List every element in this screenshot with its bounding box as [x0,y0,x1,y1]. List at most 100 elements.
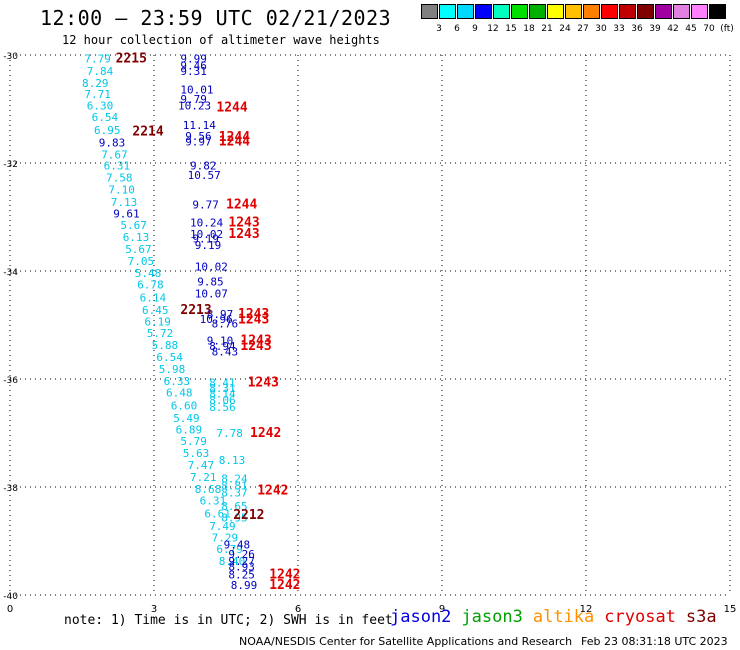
track-pass-label: 2212 [233,508,264,523]
color-scale-label: 12 [487,24,499,34]
color-scale-label: 24 [559,24,571,34]
wave-height-value: 9.85 [197,276,224,289]
legend-cryosat: cryosat [604,607,676,627]
y-tick-label: -36 [3,376,18,386]
wave-height-value: 7.29 [212,532,239,545]
x-tick-label: 3 [151,604,157,615]
wave-height-value: 5.49 [173,412,200,425]
wave-height-value: 7.21 [190,471,217,484]
wave-height-value: 9.19 [195,239,222,252]
wave-height-value: 7.58 [106,172,133,185]
y-tick-label: -30 [3,52,18,62]
track-pass-label: 1243 [238,307,269,322]
color-scale-swatch [583,4,600,19]
track-pass-label: 1243 [240,339,271,354]
color-scale-label: 36 [631,24,643,34]
wave-height-value: 8.56 [209,401,236,414]
y-tick-label: -40 [3,592,18,602]
wave-height-value: 6.54 [92,111,119,124]
color-scale-label: 18 [523,24,535,34]
wave-height-value: 7.79 [84,53,111,66]
color-scale-label: 6 [454,24,460,34]
y-tick-label: -34 [3,268,18,278]
wave-height-value: 5.67 [125,243,152,256]
track-pass-label: 1244 [219,134,250,149]
color-scale-label: 3 [436,24,442,34]
wave-height-value: 9.27 [228,555,255,568]
wave-height-value: 8.43 [212,345,239,358]
wave-height-value: 10.01 [180,83,213,96]
wave-height-value: 9.48 [224,539,251,552]
color-scale-label: 9 [472,24,478,34]
x-tick-label: 6 [295,604,301,615]
track-pass-label: 1242 [250,426,281,441]
color-scale-swatch [493,4,510,19]
track-pass-label: 1242 [269,567,300,582]
wave-height-value: 6.31 [104,160,131,173]
wave-height-value: 6.61 [204,507,231,520]
color-scale-label: 15 [505,24,517,34]
color-scale-swatch [565,4,582,19]
footer-date: Feb 23 08:31:18 UTC 2023 [581,635,728,648]
track-pass-label: 1243 [228,227,259,242]
wave-height-value: 8.93 [228,560,255,573]
wave-height-value: 8.14 [209,388,236,401]
wave-height-value: 6.78 [137,278,164,291]
track-pass-label: 2213 [180,303,211,318]
wave-height-value: 9.82 [190,160,217,173]
track-pass-label: 1243 [238,313,269,328]
wave-height-value: 10.02 [195,261,228,274]
color-scale-swatch [511,4,528,19]
color-scale-swatch [673,4,690,19]
wave-height-value: 8.29 [82,77,109,90]
wave-height-value: 6.45 [142,304,169,317]
color-scale-swatch [709,4,726,19]
color-scale-label: (ft) [720,24,734,34]
wave-height-value: 6.19 [144,316,171,329]
map-grid [9,54,731,596]
wave-height-value: 10.57 [188,169,221,182]
color-scale-swatch [637,4,654,19]
color-scale-label: 33 [613,24,625,34]
x-tick-label: 15 [724,604,737,615]
wave-height-value: 7.47 [188,459,215,472]
wave-height-value: 8.13 [219,454,246,467]
wave-height-value: 8.95 [221,512,248,525]
x-tick-label: 0 [7,604,13,615]
wave-height-value: 10.24 [190,216,223,229]
wave-height-value: 7.71 [84,88,111,101]
legend-s3a: s3a [685,607,717,627]
legend-jason3: jason3 [461,607,523,627]
wave-height-value: 9.31 [180,65,207,78]
wave-height-value: 6.60 [171,399,198,412]
wave-height-value: 6.54 [156,351,183,364]
color-scale-swatch [421,4,438,19]
wave-height-value: 10.02 [190,228,223,241]
map-title: 12:00 – 23:59 UTC 02/21/2023 [40,6,392,30]
track-pass-label: 1243 [248,376,279,391]
wave-height-value: 10.23 [178,100,211,113]
wave-height-observations: 7.797.848.297.716.306.546.959.837.676.31… [82,53,257,593]
wave-height-value: 9.46 [180,60,207,73]
color-scale-swatch [655,4,672,19]
color-scale-swatch [457,4,474,19]
map-subtitle: 12 hour collection of altimeter wave hei… [62,33,380,47]
wave-height-value: 7.49 [209,520,236,533]
color-scale-label: 70 [703,24,715,34]
wave-height-value: 7.78 [216,427,243,440]
wave-height-value: 8.65 [221,500,248,513]
color-scale-swatch [475,4,492,19]
track-pass-label: 1242 [269,578,300,593]
track-pass-label: 1244 [216,100,247,115]
wave-height-value: 9.83 [99,136,126,149]
wave-height-value: 6.79 [216,543,243,556]
wave-height-value: 6.30 [87,100,114,113]
wave-height-value: 7.13 [111,196,138,209]
wave-height-value: 11.14 [183,119,216,132]
wave-height-value: 8.97 [207,308,234,321]
wave-height-value: 7.10 [108,183,134,196]
wave-height-value: 5.88 [152,339,179,352]
wave-height-value: 9.56 [185,130,212,143]
track-labels: 2215221412441244124412441243124312431243… [116,52,301,594]
